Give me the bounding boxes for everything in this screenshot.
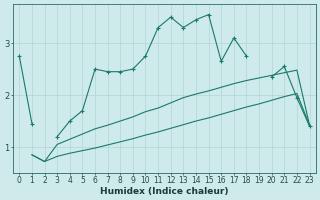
X-axis label: Humidex (Indice chaleur): Humidex (Indice chaleur) [100,187,229,196]
